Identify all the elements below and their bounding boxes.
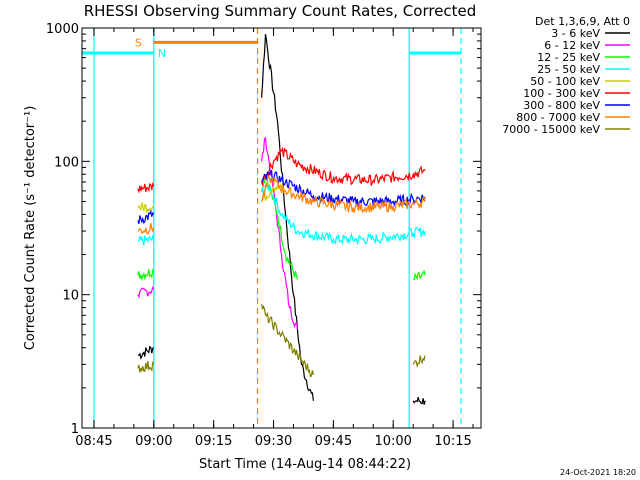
series-line-7: [261, 169, 426, 208]
x-tick-label: 08:45: [75, 434, 112, 449]
series-line-4: [261, 182, 426, 246]
y-tick-label: 100: [54, 155, 79, 170]
plot-frame: [81, 27, 482, 429]
y-tick-label: 10: [62, 289, 79, 304]
series-line-7: [137, 209, 155, 225]
y-tick-label: 1000: [46, 22, 79, 37]
series-line-3: [412, 269, 426, 281]
state-label-s: S: [135, 36, 142, 49]
x-axis-label: Start Time (14-Aug-14 08:44:22): [199, 457, 411, 472]
legend-label-7: 300 - 800 keV: [523, 99, 600, 112]
series-line-6: [261, 146, 426, 187]
chart-title: RHESSI Observing Summary Count Rates, Co…: [84, 2, 477, 20]
x-tick-label: 10:00: [374, 434, 411, 449]
series-line-1: [261, 34, 314, 401]
series-line-1: [412, 397, 426, 405]
series-line-5: [137, 202, 154, 215]
y-axis-label: Corrected Count Rate (s⁻¹ detector⁻¹): [23, 106, 38, 351]
axes: 08:45 09:00 09:15 09:30 09:45 10:00 10:15 1 10 10…: [46, 22, 482, 449]
y-tick-label: 1: [71, 422, 79, 437]
series-line-9: [137, 360, 155, 373]
series-line-9: [412, 355, 426, 369]
chart-marks: [137, 34, 426, 405]
series-line-3: [137, 268, 155, 282]
x-tick-label: 09:45: [315, 434, 352, 449]
x-tick-label: 09:30: [255, 434, 292, 449]
series-line-2: [261, 136, 299, 330]
legend-label-2: 6 - 12 keV: [544, 39, 600, 52]
series-line-1: [137, 345, 155, 360]
legend-label-3: 12 - 25 keV: [537, 51, 600, 64]
series-line-9: [261, 303, 314, 378]
legend-title: Det 1,3,6,9, Att 0: [535, 15, 630, 28]
x-tick-label: 10:15: [434, 434, 471, 449]
series-line-6: [137, 181, 155, 194]
series-line-8: [137, 222, 155, 235]
state-label-n: N: [158, 47, 166, 60]
x-tick-label: 09:00: [135, 434, 172, 449]
series-line-8: [261, 175, 426, 214]
x-tick-label: 09:15: [195, 434, 232, 449]
legend-label-6: 100 - 300 keV: [523, 87, 600, 100]
legend-label-9: 7000 - 15000 keV: [502, 123, 600, 136]
footer-timestamp: 24-Oct-2021 18:20: [560, 468, 636, 477]
legend-label-1: 3 - 6 keV: [551, 27, 600, 40]
legend-label-5: 50 - 100 keV: [530, 75, 600, 88]
series-line-4: [137, 235, 155, 246]
legend-label-8: 800 - 7000 keV: [516, 111, 600, 124]
series-line-2: [137, 286, 155, 299]
legend-label-4: 25 - 50 keV: [537, 63, 600, 76]
